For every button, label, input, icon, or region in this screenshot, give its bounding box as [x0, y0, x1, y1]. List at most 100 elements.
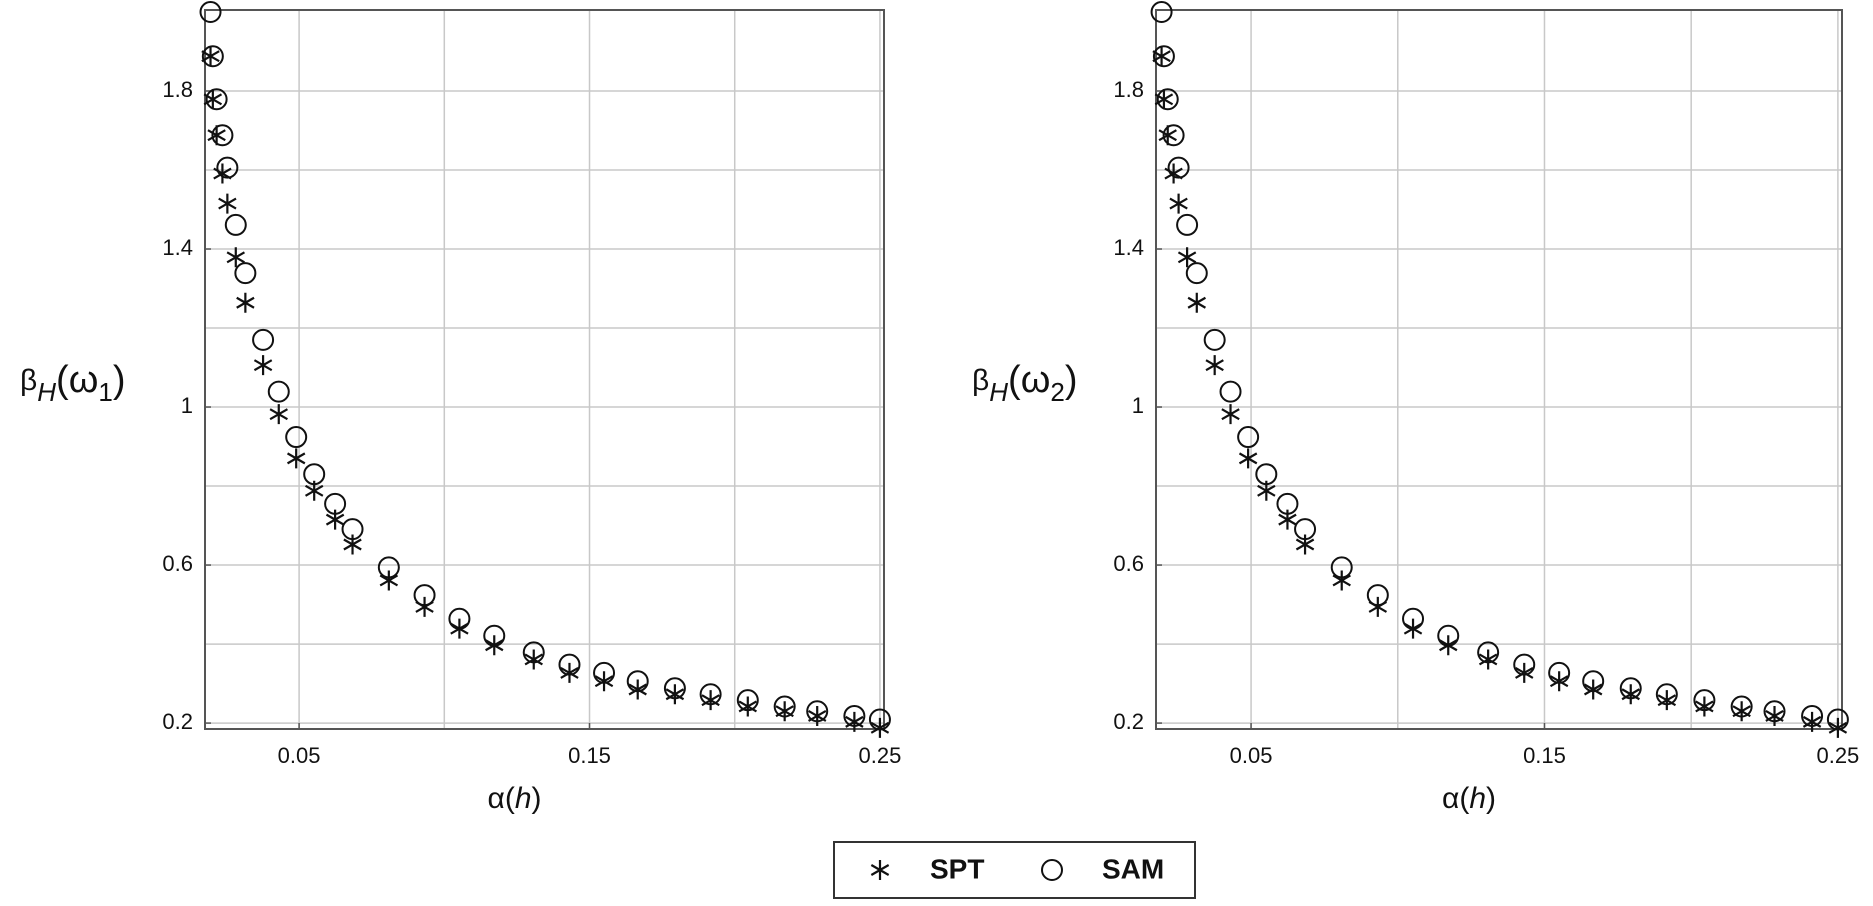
y-tick-label: 0.6: [162, 551, 193, 576]
circle-marker: [1330, 556, 1353, 579]
x-tick-label: 0.05: [278, 743, 321, 768]
y-tick-label: 1: [181, 393, 193, 418]
circle-marker: [1366, 584, 1389, 607]
star-marker: [286, 448, 306, 469]
circle-marker: [224, 213, 247, 236]
y-tick-label: 0.2: [1113, 709, 1144, 734]
star-marker: [1295, 534, 1315, 555]
star-marker: [1549, 671, 1569, 692]
star-marker: [379, 570, 399, 591]
circle-marker: [1276, 492, 1299, 515]
circle-marker: [1477, 641, 1500, 664]
circle-marker: [773, 695, 796, 718]
y-tick-label: 1.8: [1113, 77, 1144, 102]
star-marker: [1621, 684, 1640, 705]
star-marker: [870, 860, 890, 880]
plot: 0.05 0.15 0.250.20.611.41.8βH(ω1)α(h)SPTSA…: [20, 0, 901, 815]
circle-marker: [1219, 380, 1242, 403]
x-axis-label-part: α(: [487, 782, 514, 815]
star-marker: [253, 355, 273, 376]
circle-marker: [1167, 156, 1190, 179]
circle-marker: [483, 624, 506, 647]
star-marker: [218, 193, 237, 214]
circle-marker: [1730, 695, 1753, 718]
circle-marker: [1162, 124, 1185, 147]
circle-marker: [199, 0, 222, 23]
circle-marker: [1826, 708, 1849, 731]
circle-marker: [558, 653, 581, 676]
star-marker: [343, 534, 362, 555]
circle-marker: [699, 683, 722, 706]
star-marker: [738, 696, 758, 717]
y-axis-label: βH(ω2): [972, 359, 1078, 407]
circle-marker: [1513, 653, 1536, 676]
circle-marker: [736, 689, 759, 712]
legend-label: SAM: [1102, 853, 1164, 884]
star-marker: [1187, 292, 1206, 313]
circle-marker: [1152, 45, 1175, 68]
circle-marker: [522, 641, 545, 664]
star-marker: [213, 163, 232, 184]
series: SAM: [199, 0, 891, 731]
circle-marker: [1693, 689, 1716, 712]
legend-box: [833, 841, 1196, 899]
y-axis-label-part: ): [1065, 359, 1078, 401]
star-marker: [1657, 690, 1677, 711]
star-marker: [415, 596, 434, 617]
plot: 0.05 0.15 0.250.20.611.41.8βH(ω2)α(h)SPTSA…: [972, 0, 1859, 815]
circle-marker: [216, 156, 239, 179]
circle-marker: [1156, 88, 1179, 111]
star-marker: [1221, 404, 1240, 425]
x-tick-label: 0.25: [1816, 743, 1859, 768]
circle-marker: [1582, 670, 1605, 693]
circle-marker: [1237, 426, 1260, 449]
star-marker: [1332, 570, 1351, 591]
star-marker: [1478, 649, 1498, 670]
x-axis-label: α(h): [487, 782, 541, 815]
circle-marker: [252, 328, 275, 351]
x-tick-label: 0.05: [1230, 743, 1273, 768]
legend-label: SPT: [930, 853, 984, 884]
star-marker: [1177, 247, 1197, 268]
circle-marker: [1619, 677, 1642, 700]
circle-marker: [324, 492, 347, 515]
star-marker: [1205, 355, 1224, 376]
star-marker: [524, 649, 543, 670]
x-axis-label-part: h: [515, 782, 532, 815]
circle-marker: [868, 708, 891, 731]
x-tick-label: 0.15: [568, 743, 611, 768]
star-marker: [1695, 696, 1714, 717]
plot-frame: [204, 9, 885, 730]
x-axis-label-part: ): [532, 782, 542, 815]
circle-marker: [201, 45, 224, 68]
star-marker: [1828, 717, 1848, 738]
circle-marker: [1437, 624, 1460, 647]
series: SPT: [1152, 46, 1848, 738]
y-tick-label: 0.2: [162, 709, 193, 734]
circle-marker: [1255, 463, 1278, 486]
star-marker: [1368, 596, 1388, 617]
circle-marker: [285, 426, 308, 449]
star-marker: [269, 404, 288, 425]
circle-marker: [1655, 683, 1678, 706]
circle-marker: [303, 463, 326, 486]
circle-marker: [1294, 518, 1317, 541]
star-marker: [1515, 662, 1534, 683]
star-marker: [201, 46, 220, 67]
y-axis-label-part: β: [972, 364, 989, 397]
circle-marker: [1203, 328, 1226, 351]
circle-marker: [267, 380, 290, 403]
star-marker: [870, 717, 890, 738]
circle-marker: [626, 670, 649, 693]
star-marker: [594, 671, 614, 692]
y-axis-label: βH(ω1): [20, 359, 126, 407]
star-marker: [207, 125, 226, 146]
x-axis-label-part: h: [1469, 782, 1486, 815]
star-marker: [1238, 448, 1258, 469]
star-marker: [665, 684, 685, 705]
y-tick-label: 1: [1132, 393, 1144, 418]
star-marker: [236, 292, 255, 313]
circle-marker: [1548, 661, 1571, 684]
star-marker: [560, 662, 579, 683]
